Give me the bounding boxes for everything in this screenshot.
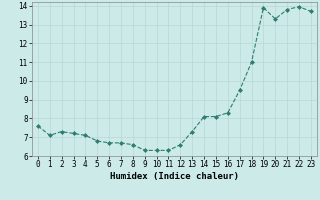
X-axis label: Humidex (Indice chaleur): Humidex (Indice chaleur) (110, 172, 239, 181)
